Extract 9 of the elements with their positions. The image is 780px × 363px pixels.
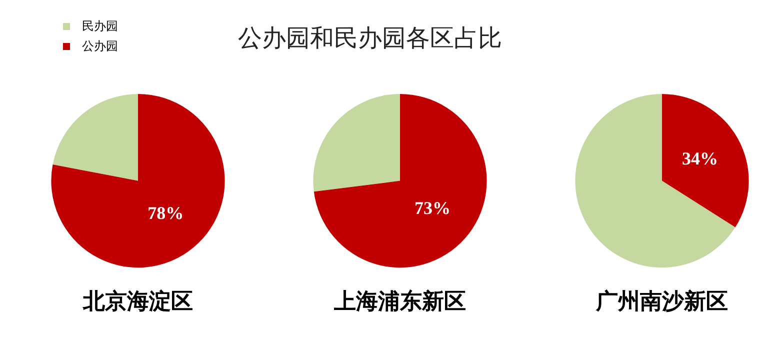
legend-label: 民办园 <box>82 18 118 35</box>
text: 广州南沙新区 <box>595 288 728 315</box>
data-label: 34% <box>682 148 718 169</box>
data-label: 78% <box>148 202 184 223</box>
text: 上海浦东新区 <box>333 288 466 315</box>
text: 北京海淀区 <box>82 288 193 315</box>
data-label: 73% <box>414 198 451 218</box>
legend-label: 公办园 <box>82 38 118 55</box>
text: 公办园和民办园各区占比 <box>238 23 502 54</box>
